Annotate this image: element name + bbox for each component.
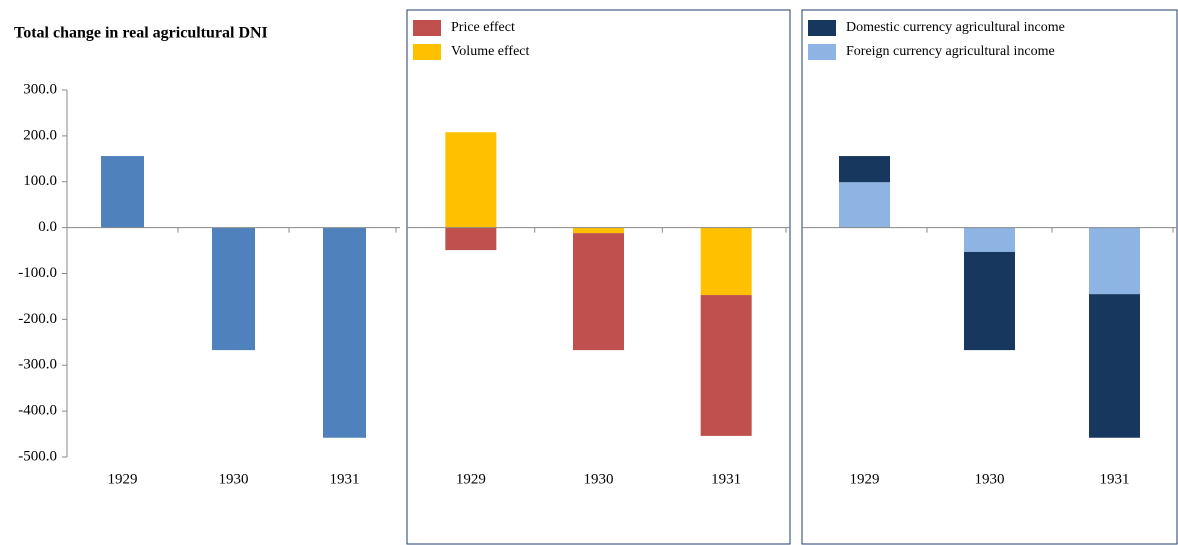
bar-segment [445,132,497,228]
bar [101,156,144,228]
bar-segment [964,227,1015,252]
panel-frame [801,9,1178,545]
bar [212,227,255,351]
x-tick-label: 1929 [108,471,138,487]
x-tick-label: 1929 [456,471,486,487]
legend-swatch [808,44,836,60]
bar-segment [1089,227,1140,295]
legend-swatch [413,20,441,36]
bar-segment [573,233,624,351]
legend-swatch [413,44,441,60]
panel-frame [406,9,791,545]
bar [323,227,366,438]
bar-segment [839,156,890,183]
y-tick-label: -300.0 [18,357,57,373]
bar-segment [573,227,624,234]
x-tick-label: 1931 [711,471,741,487]
bar-segment [964,251,1015,351]
y-tick-label: 300.0 [23,81,57,97]
y-tick-label: -500.0 [18,448,57,464]
bar-segment [700,227,752,296]
x-tick-label: 1930 [584,471,614,487]
legend-swatch [808,20,836,36]
bar-segment [445,227,497,251]
x-tick-label: 1931 [330,471,360,487]
x-tick-label: 1929 [850,471,880,487]
x-tick-label: 1930 [219,471,249,487]
y-tick-label: 100.0 [23,173,57,189]
bar-segment [700,295,752,436]
legend-label: Volume effect [451,44,530,59]
y-tick-label: -400.0 [18,403,57,419]
y-tick-label: 0.0 [38,219,57,235]
chart-title: Total change in real agricultural DNI [14,25,268,42]
bar-segment [1089,294,1140,438]
legend-label: Domestic currency agricultural income [846,20,1065,35]
y-tick-label: -200.0 [18,311,57,327]
x-tick-label: 1931 [1100,471,1130,487]
y-tick-label: -100.0 [18,265,57,281]
legend-label: Price effect [451,20,515,35]
x-tick-label: 1930 [975,471,1005,487]
bar-segment [839,182,890,228]
y-tick-label: 200.0 [23,127,57,143]
legend-label: Foreign currency agricultural income [846,44,1055,59]
